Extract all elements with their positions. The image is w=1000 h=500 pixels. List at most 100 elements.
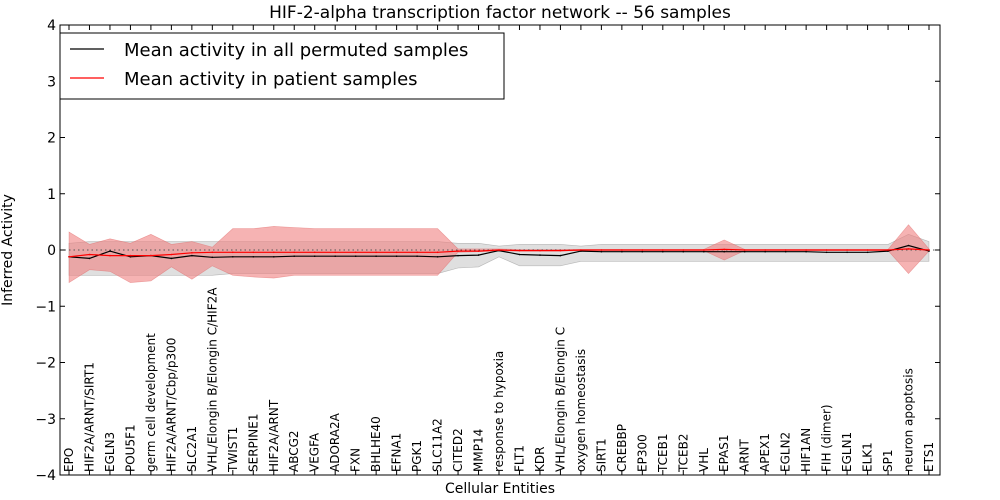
data-point-patient: [825, 249, 828, 251]
data-point-permuted: [805, 250, 807, 253]
x-category-label: POU5F1: [123, 424, 137, 472]
y-axis-ticks: 4 3 2 1 0 −1 −2 −3 −4: [35, 18, 940, 484]
data-point-patient: [232, 251, 234, 254]
x-category-label: ETS1: [922, 442, 936, 472]
data-point-patient: [68, 255, 70, 258]
x-category-label: FXN: [349, 448, 363, 472]
data-point-patient: [662, 249, 664, 251]
data-point-patient: [313, 251, 316, 254]
y-axis-label: Inferred Activity: [0, 194, 16, 306]
data-point-patient: [477, 250, 480, 252]
y-tick-label: 2: [47, 131, 56, 147]
data-point-patient: [682, 249, 685, 251]
x-category-label: oxygen homeostasis: [574, 349, 588, 472]
data-point-permuted: [580, 250, 582, 252]
x-category-label: SERPINE1: [246, 413, 260, 472]
x-category-label: germ cell development: [144, 333, 158, 472]
x-category-label: VHL: [697, 448, 711, 472]
data-point-permuted: [559, 254, 562, 257]
data-point-permuted: [682, 250, 685, 253]
x-category-label: BHLHE40: [369, 416, 383, 472]
data-point-patient: [641, 249, 644, 251]
data-point-permuted: [764, 250, 766, 253]
x-category-label: APEX1: [758, 433, 772, 472]
data-point-permuted: [211, 256, 214, 259]
data-point-patient: [129, 254, 132, 257]
data-point-permuted: [703, 250, 705, 253]
x-category-label: neuron apoptosis: [902, 368, 916, 472]
data-point-permuted: [641, 250, 644, 253]
data-point-permuted: [518, 253, 521, 256]
data-point-permuted: [334, 255, 337, 257]
legend-label-permuted: Mean activity in all permuted samples: [124, 40, 468, 61]
data-point-permuted: [252, 255, 255, 258]
confidence-bands: [68, 224, 930, 284]
data-point-permuted: [354, 255, 357, 257]
data-point-patient: [150, 254, 152, 257]
data-point-patient: [703, 249, 705, 251]
x-category-label: FLT1: [513, 445, 527, 472]
x-category-label: SLC11A2: [431, 418, 445, 472]
data-point-permuted: [457, 254, 459, 257]
data-point-patient: [866, 249, 869, 251]
x-category-label: EGLN1: [840, 432, 854, 472]
data-point-permuted: [109, 250, 111, 252]
data-point-permuted: [395, 255, 398, 257]
data-point-permuted: [273, 255, 275, 258]
x-category-label: ADORA2A: [328, 412, 342, 472]
data-point-patient: [498, 249, 500, 251]
x-category-label: SLC2A1: [185, 426, 199, 472]
data-point-permuted: [825, 251, 828, 254]
y-tick-label: −3: [35, 412, 56, 428]
data-point-permuted: [293, 255, 296, 257]
data-point-patient: [211, 251, 214, 254]
y-tick-label: −1: [35, 299, 56, 315]
x-category-label: ARNT: [738, 438, 752, 472]
x-category-label: ABCG2: [287, 430, 301, 472]
y-tick-label: 4: [47, 18, 56, 34]
x-category-label: EP300: [635, 434, 649, 472]
data-point-patient: [580, 249, 582, 251]
data-point-patient: [293, 251, 296, 254]
data-point-permuted: [621, 250, 623, 253]
x-category-label: CITED2: [451, 428, 465, 472]
x-category-label: FIH (dimer): [820, 404, 834, 472]
data-point-permuted: [436, 255, 439, 258]
x-category-label: HIF2A/ARNT: [267, 399, 281, 472]
x-category-label: VEGFA: [308, 432, 322, 472]
x-axis-label: Cellular Entities: [445, 481, 555, 497]
data-point-patient: [416, 251, 418, 254]
x-category-label: KDR: [533, 447, 547, 472]
x-category-label: response to hypoxia: [492, 351, 506, 472]
data-point-permuted: [539, 254, 541, 256]
x-category-label: EPAS1: [717, 434, 731, 472]
data-point-permuted: [129, 255, 132, 258]
data-point-permuted: [313, 255, 316, 257]
data-point-patient: [518, 249, 521, 252]
legend: Mean activity in all permuted samples Me…: [59, 32, 505, 100]
data-point-patient: [170, 253, 173, 256]
data-point-permuted: [191, 254, 193, 257]
data-point-patient: [723, 248, 725, 251]
data-point-patient: [539, 249, 541, 252]
x-category-label: ELK1: [861, 442, 875, 472]
data-point-patient: [375, 251, 377, 254]
legend-box: [59, 32, 505, 100]
data-point-permuted: [232, 255, 234, 258]
x-category-label: EFNA1: [390, 433, 404, 472]
x-category-label: MMP14: [472, 429, 486, 472]
data-point-permuted: [887, 250, 889, 252]
x-category-label: VHL/Elongin B/Elongin C: [553, 327, 567, 472]
x-category-label: SP1: [881, 450, 895, 473]
data-point-patient: [621, 249, 623, 251]
data-point-permuted: [723, 250, 725, 253]
data-point-patient: [784, 249, 787, 251]
data-point-patient: [805, 249, 807, 251]
x-category-label: TWIST1: [226, 427, 240, 473]
data-point-patient: [846, 249, 848, 251]
y-tick-label: −4: [35, 468, 56, 484]
data-point-patient: [252, 251, 255, 254]
data-point-permuted: [170, 257, 173, 260]
data-point-permuted: [662, 250, 664, 253]
